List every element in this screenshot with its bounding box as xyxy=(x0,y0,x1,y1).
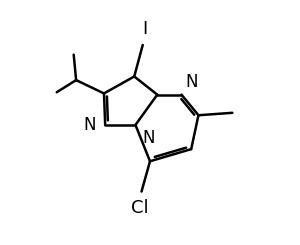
Text: I: I xyxy=(142,20,148,38)
Text: N: N xyxy=(142,129,155,147)
Text: N: N xyxy=(83,116,95,134)
Text: Cl: Cl xyxy=(131,199,149,217)
Text: N: N xyxy=(185,73,197,90)
